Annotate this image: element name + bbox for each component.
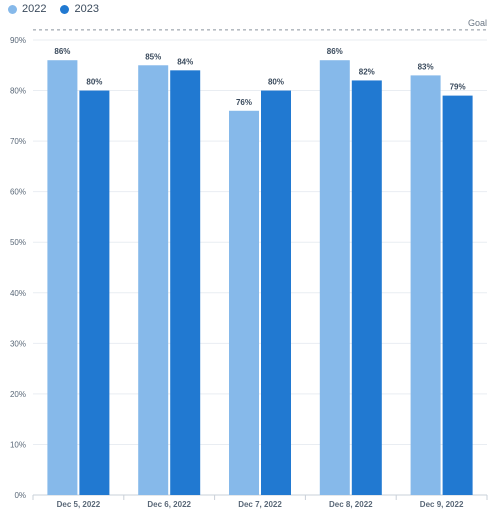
x-tick-label: Dec 7, 2022 — [238, 500, 282, 509]
legend-item-2022[interactable]: 2022 — [8, 3, 46, 15]
bar-2023-3 — [261, 90, 291, 496]
data-label: 82% — [359, 67, 375, 76]
y-tick-label: 60% — [10, 188, 26, 197]
bar-2023-2 — [170, 70, 201, 495]
y-tick-label: 70% — [10, 137, 26, 146]
y-tick-label: 0% — [14, 491, 26, 500]
y-tick-label: 30% — [10, 339, 26, 348]
bar-2023-5 — [442, 95, 473, 495]
data-label: 84% — [177, 57, 193, 66]
goal-label: Goal — [468, 18, 487, 28]
data-label: 86% — [54, 47, 70, 56]
data-label: 76% — [236, 98, 252, 107]
y-tick-label: 90% — [10, 36, 26, 45]
y-tick-label: 20% — [10, 390, 26, 399]
legend-item-2023[interactable]: 2023 — [60, 3, 99, 15]
data-label: 83% — [418, 62, 434, 71]
y-tick-label: 40% — [10, 289, 26, 298]
data-label: 80% — [86, 78, 102, 87]
x-tick-label: Dec 6, 2022 — [147, 500, 191, 509]
y-tick-label: 50% — [10, 238, 26, 247]
data-label: 79% — [450, 83, 466, 92]
legend-swatch-2022 — [8, 4, 17, 14]
y-tick-label: 80% — [10, 87, 26, 96]
data-label: 85% — [145, 52, 161, 61]
bar-2022-3 — [229, 110, 259, 496]
legend: 2022 2023 — [8, 3, 99, 15]
legend-label-2023: 2023 — [74, 3, 99, 15]
legend-swatch-2023 — [60, 4, 70, 14]
x-tick-label: Dec 9, 2022 — [420, 500, 464, 509]
bar-2022-5 — [410, 75, 441, 495]
bar-2022-1 — [47, 60, 78, 495]
bar-2023-4 — [351, 80, 382, 495]
data-label: 80% — [268, 78, 284, 87]
x-tick-label: Dec 8, 2022 — [329, 500, 373, 509]
bar-2022-2 — [138, 65, 169, 496]
bar-2023-1 — [79, 90, 110, 496]
data-label: 86% — [327, 47, 343, 56]
y-tick-label: 10% — [10, 440, 26, 449]
legend-label-2022: 2022 — [22, 3, 47, 15]
bar-2022-4 — [319, 60, 350, 495]
x-tick-label: Dec 5, 2022 — [57, 500, 101, 509]
